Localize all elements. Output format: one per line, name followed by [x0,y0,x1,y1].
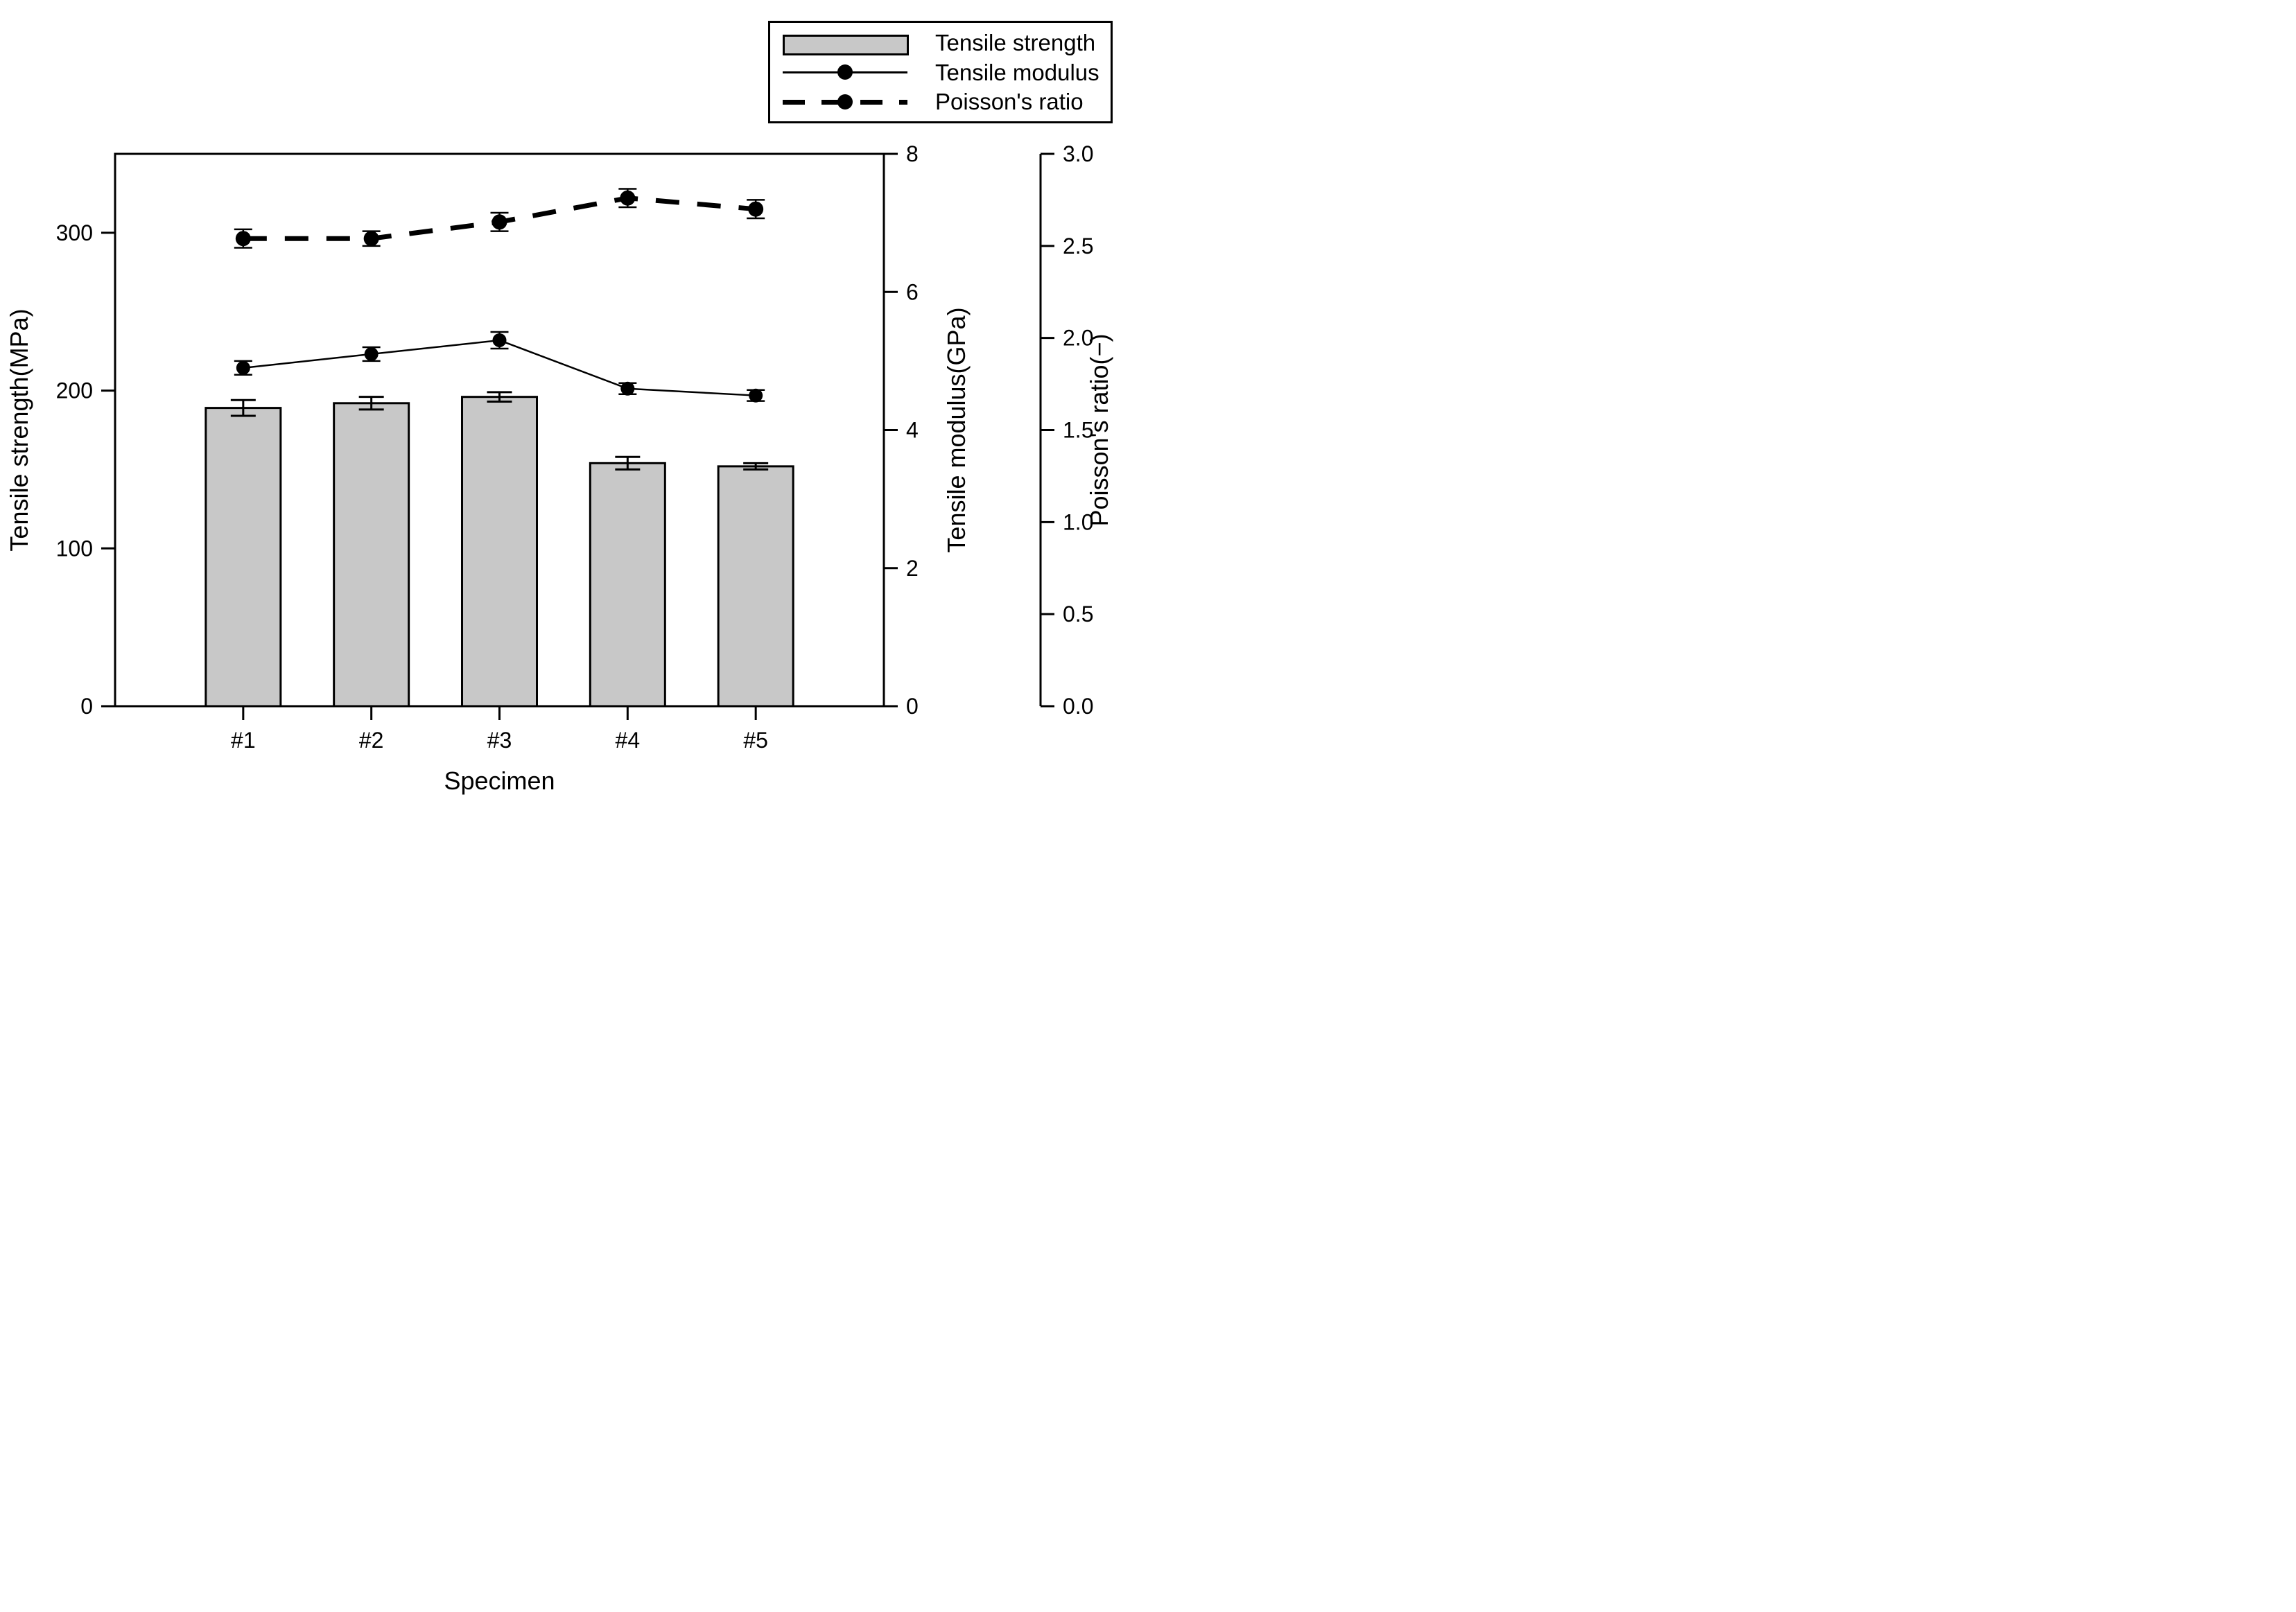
left-axis-title: Tensile strength(MPa) [5,308,33,551]
bar-#2 [333,402,410,708]
modulus-axis-tick-label: 2 [906,556,919,581]
x-tick-label: #5 [743,728,768,753]
legend-bar-swatch [783,33,909,55]
legend-label: Tensile strength [935,30,1096,55]
left-axis-tick-label: 0 [80,694,93,719]
bar-#4 [589,462,666,708]
poisson-point-#1 [235,231,251,247]
left-axis-tick-label: 300 [56,220,93,245]
x-tick-label: #4 [616,728,641,753]
poisson-axis-tick-label: 0.5 [1063,602,1093,627]
legend-box: Tensile strength Tensile modulus Poisson… [768,21,1113,123]
modulus-point-#5 [749,388,763,403]
circle-marker-icon [837,64,853,80]
modulus-axis-tick-label: 4 [906,418,919,443]
bar-#5 [717,465,794,708]
legend-row-tensile-modulus: Tensile modulus [783,60,1104,85]
bar-swatch-icon [783,34,909,55]
poisson-axis-tick-label: 1.5 [1063,418,1093,443]
legend-row-poissons-ratio: Poisson's ratio [783,89,1104,114]
left-axis-tick-label: 100 [56,536,93,561]
modulus-point-#2 [364,347,379,361]
figure: 0 100 200 300 0 2 4 6 8 0.0 0.5 1.0 1.5 2.0 2.5 3.0 #1 #2… [0,0,1148,806]
legend-dashed-line-sample [783,91,907,112]
poisson-axis-tick-label: 2.5 [1063,234,1093,259]
circle-marker-icon [837,94,853,109]
modulus-axis-tick-label: 6 [906,279,919,304]
x-tick-label: #2 [359,728,384,753]
bar-#3 [461,396,538,708]
chart-canvas: 0 100 200 300 0 2 4 6 8 0.0 0.5 1.0 1.5 2.0 2.5 3.0 #1 #2… [5,141,1113,795]
x-tick-label: #3 [487,728,512,753]
left-axis-tick-label: 200 [56,378,93,403]
poisson-point-#5 [748,201,764,217]
modulus-axis-title: Tensile modulus(GPa) [942,307,971,552]
poisson-point-#2 [363,231,379,247]
poisson-axis-title: Poisson's ratio(−) [1085,334,1113,527]
modulus-point-#3 [492,333,507,347]
poisson-axis-tick-label: 1.0 [1063,509,1093,534]
poisson-point-#4 [620,190,636,206]
modulus-point-#4 [620,381,635,396]
poisson-axis-tick-label: 3.0 [1063,141,1093,166]
modulus-point-#1 [236,360,250,375]
poisson-axis-tick-label: 0.0 [1063,694,1093,719]
legend-row-tensile-strength: Tensile strength [783,30,1104,55]
poisson-point-#3 [492,214,507,230]
modulus-axis-tick-label: 0 [906,694,919,719]
poisson-axis-tick-label: 2.0 [1063,326,1093,351]
modulus-axis-tick-label: 8 [906,141,919,166]
bar-#1 [205,407,282,708]
legend-solid-line-sample [783,62,907,82]
x-tick-label: #1 [231,728,256,753]
x-axis-title: Specimen [444,766,555,795]
legend-label: Tensile modulus [935,59,1099,85]
legend-label: Poisson's ratio [935,89,1084,114]
